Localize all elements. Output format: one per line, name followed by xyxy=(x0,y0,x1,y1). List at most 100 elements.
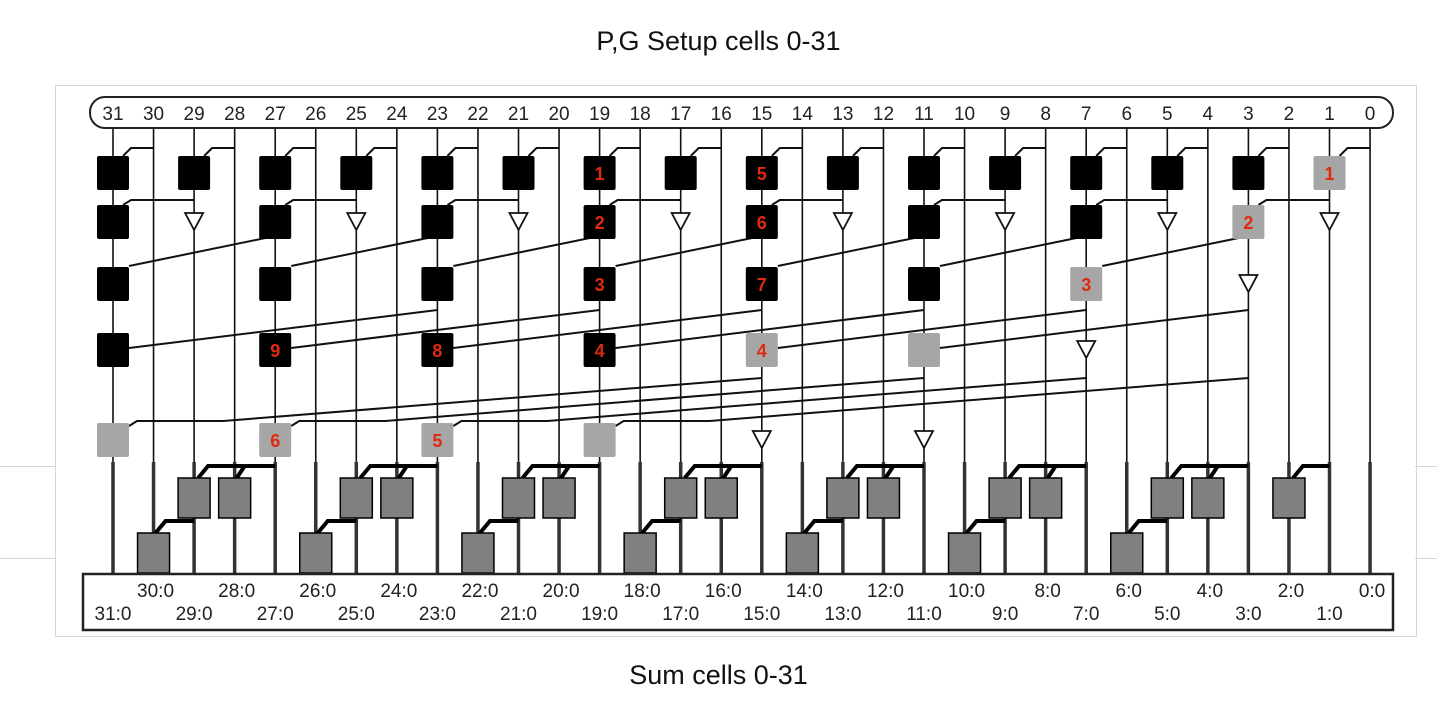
sum-wire xyxy=(1291,464,1330,480)
bit-label: 13 xyxy=(832,104,853,125)
prefix-wire xyxy=(284,199,357,206)
cell-box xyxy=(583,333,616,367)
sum-cell xyxy=(947,532,982,574)
cell-label: 1 xyxy=(1324,164,1334,184)
sum-output-label: 18:0 xyxy=(624,581,661,602)
prefix-wire xyxy=(615,377,1249,427)
bit-label: 6 xyxy=(1121,104,1132,125)
bit-label: 21 xyxy=(508,104,529,125)
sum-output-label: 11:0 xyxy=(906,604,942,625)
divider-line xyxy=(0,466,55,467)
sum-cell xyxy=(785,532,820,574)
prefix-wire xyxy=(1095,199,1168,206)
cell-box xyxy=(745,333,778,367)
cell-label: 7 xyxy=(757,275,767,295)
setup-title: P,G Setup cells 0-31 xyxy=(596,26,841,56)
sum-output-label: 31:0 xyxy=(95,604,132,625)
cell-box xyxy=(908,156,940,190)
prefix-wire xyxy=(452,377,1087,427)
sum-output-label: 12:0 xyxy=(867,581,904,602)
sum-output-label: 4:0 xyxy=(1197,581,1223,602)
buffer-icon xyxy=(1156,212,1178,232)
cell-label: 6 xyxy=(270,431,280,451)
bit-label: 9 xyxy=(1000,104,1011,125)
black-cell xyxy=(259,205,292,239)
divider-line xyxy=(1415,466,1437,467)
cell-label: 1 xyxy=(595,164,605,184)
sum-output-label: 3:0 xyxy=(1235,604,1261,625)
sum-output-label: 7:0 xyxy=(1073,604,1099,625)
sum-cell xyxy=(1028,477,1063,519)
sum-wire xyxy=(845,464,924,480)
prefix-wire xyxy=(527,147,560,157)
bit-label: 8 xyxy=(1040,104,1051,125)
prefix-wire xyxy=(1257,147,1289,157)
sum-output-label: 24:0 xyxy=(380,581,417,602)
prefix-wire xyxy=(771,199,843,206)
sum-output-label: 2:0 xyxy=(1278,581,1304,602)
sum-wire xyxy=(640,519,681,535)
bit-label: 25 xyxy=(346,104,367,125)
cell-box xyxy=(745,267,778,301)
cell-box xyxy=(745,156,778,190)
prefix-wire xyxy=(933,199,1006,206)
gray-cell xyxy=(583,423,616,457)
bit-label: 2 xyxy=(1284,104,1295,125)
sum-output-label: 1:0 xyxy=(1316,604,1342,625)
bit-label: 17 xyxy=(670,104,691,125)
bit-label: 29 xyxy=(184,104,205,125)
black-cell: 1 xyxy=(583,156,616,190)
prefix-wire xyxy=(446,147,478,157)
sum-wire xyxy=(683,464,762,480)
black-cell: 7 xyxy=(745,267,778,301)
black-cell xyxy=(97,267,129,301)
buffer-icon xyxy=(508,212,529,232)
cell-box xyxy=(908,267,940,301)
cell-box xyxy=(178,156,211,190)
sum-output-label: 27:0 xyxy=(257,604,294,625)
cell-box xyxy=(97,333,129,367)
sum-cell xyxy=(177,477,211,519)
black-cell xyxy=(1151,156,1184,190)
cell-box xyxy=(421,423,454,457)
bit-label: 5 xyxy=(1162,104,1173,125)
sum-wire xyxy=(1045,464,1058,480)
bit-label: 7 xyxy=(1081,104,1092,125)
sum-wire xyxy=(154,519,195,535)
black-cell xyxy=(259,156,292,190)
sum-cell xyxy=(339,477,374,519)
cell-box xyxy=(908,205,940,239)
sum-output-label: 29:0 xyxy=(176,604,213,625)
black-cell: 8 xyxy=(421,333,454,367)
black-cell xyxy=(97,333,129,367)
sum-output-label: 20:0 xyxy=(543,581,580,602)
cell-box xyxy=(826,156,859,190)
cell-label: 5 xyxy=(757,164,767,184)
cell-box xyxy=(583,423,616,457)
sum-output-label: 6:0 xyxy=(1116,581,1142,602)
prefix-wire xyxy=(1338,147,1371,157)
black-cell: 9 xyxy=(259,333,292,367)
cell-box xyxy=(664,156,697,190)
bit-label: 12 xyxy=(873,104,894,125)
prefix-wire xyxy=(1095,147,1127,157)
sum-wire xyxy=(559,464,571,480)
sum-cell xyxy=(299,532,333,574)
prefix-wire xyxy=(852,147,884,157)
black-cell xyxy=(908,267,940,301)
bit-label: 0 xyxy=(1365,104,1376,125)
cell-box xyxy=(1070,205,1103,239)
cell-box xyxy=(1070,267,1103,301)
cell-box xyxy=(1232,156,1265,190)
bit-label: 4 xyxy=(1203,104,1214,125)
black-cell xyxy=(97,205,129,239)
sum-cell xyxy=(1110,532,1144,574)
bit-label: 30 xyxy=(143,104,164,125)
sum-output-label: 5:0 xyxy=(1154,604,1180,625)
cell-box xyxy=(1070,156,1103,190)
prefix-wire xyxy=(777,309,1087,349)
buffer-icon xyxy=(913,430,935,450)
prefix-wire xyxy=(771,147,803,157)
sum-wire xyxy=(196,464,276,480)
black-cell xyxy=(97,156,129,190)
